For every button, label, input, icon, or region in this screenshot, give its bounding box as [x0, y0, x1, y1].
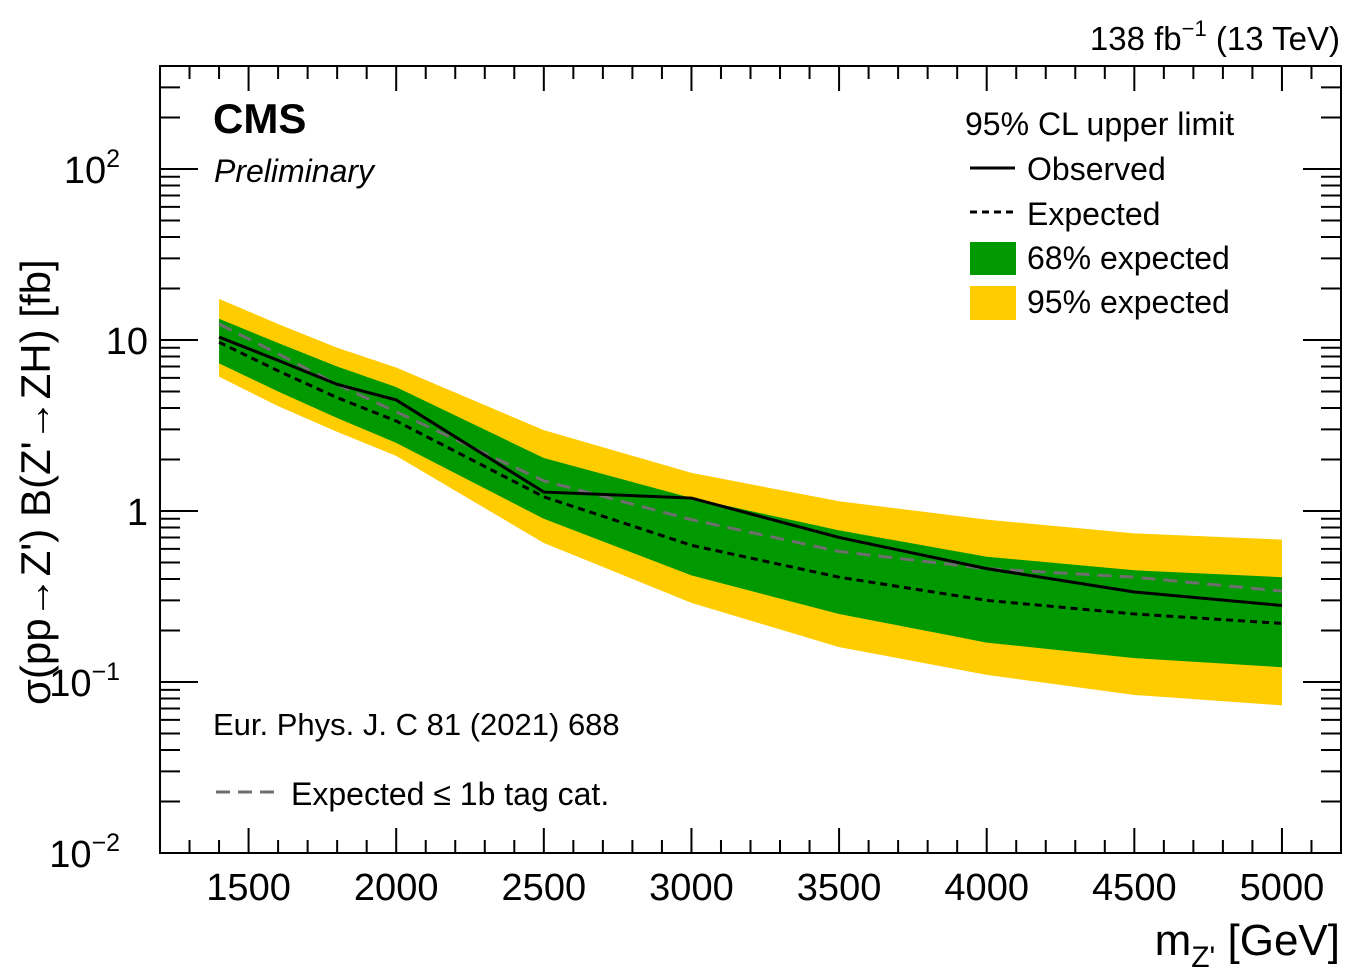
x-tick-label: 3500 — [797, 867, 882, 909]
bands-layer — [219, 299, 1282, 706]
x-tick-label: 1500 — [206, 867, 291, 909]
x-tick-label: 2000 — [354, 867, 439, 909]
x-axis-label: mZ' [GeV] — [1155, 916, 1340, 974]
legend-1b-label: Expected ≤ 1b tag cat. — [291, 776, 609, 812]
reference-label: Eur. Phys. J. C 81 (2021) 688 — [213, 707, 620, 742]
x-tick-label: 2500 — [502, 867, 587, 909]
x-tick-label: 5000 — [1240, 867, 1325, 909]
legend-68-label: 68% expected — [1027, 240, 1230, 276]
legend-expected-label: Expected — [1027, 196, 1160, 232]
preliminary-label: Preliminary — [214, 153, 376, 189]
y-tick-label: 1 — [127, 492, 148, 534]
x-tick-label: 4000 — [944, 867, 1029, 909]
x-tick-label: 3000 — [649, 867, 734, 909]
legend-68-swatch — [970, 242, 1016, 275]
legend-observed-label: Observed — [1027, 151, 1166, 187]
legend-title: 95% CL upper limit — [965, 106, 1234, 142]
legend-95-swatch — [970, 286, 1016, 320]
y-tick-label: 10−1 — [49, 658, 120, 705]
y-tick-label: 102 — [64, 145, 120, 192]
x-tick-label: 4500 — [1092, 867, 1177, 909]
y-tick-label: 10 — [106, 321, 148, 363]
cms-label: CMS — [213, 95, 306, 142]
y-tick-label: 10−2 — [49, 829, 120, 876]
lumi-label: 138 fb−1 (13 TeV) — [1090, 16, 1340, 57]
legend-95-label: 95% expected — [1027, 284, 1230, 320]
y-axis-label: σ(pp→Z') B(Z'→ZH) [fb] — [12, 259, 59, 705]
